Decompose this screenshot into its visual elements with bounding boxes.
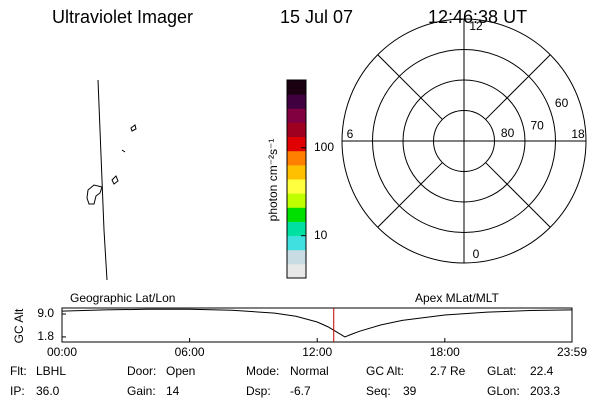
lat-ring-label: 60: [555, 96, 569, 110]
colorbar-band: [287, 193, 306, 208]
y-tick-label: 9.0: [37, 306, 54, 320]
info-value: -6.7: [290, 384, 311, 398]
colorbar-band: [287, 164, 306, 180]
mlt-label: 6: [347, 127, 354, 141]
colorbar-band: [287, 249, 306, 265]
colorbar-band: [287, 108, 306, 123]
altitude-line: [61, 308, 573, 338]
info-label: Seq:: [366, 384, 391, 398]
x-tick-label: 23:59: [557, 345, 587, 359]
info-label: Dsp:: [246, 384, 271, 398]
info-value: Normal: [290, 364, 329, 378]
colorbar-label: photon cm⁻²s⁻¹: [266, 139, 280, 222]
colorbar-band: [287, 136, 306, 152]
time: 12:46:38 UT: [428, 7, 527, 27]
lat-ring-label: 80: [501, 126, 515, 140]
mlt-diagonal: [485, 54, 551, 120]
info-value: 39: [403, 384, 417, 398]
info-value: Open: [166, 364, 195, 378]
colorbar-band: [287, 221, 306, 237]
info-label: GLat:: [487, 364, 516, 378]
x-tick-label: 12:00: [302, 345, 332, 359]
mlt-label: 0: [473, 247, 480, 261]
x-tick-label: 06:00: [175, 345, 205, 359]
info-value: 2.7 Re: [430, 364, 466, 378]
info-label: GC Alt:: [366, 364, 404, 378]
map-coastlines: [86, 79, 137, 281]
colorbar-tick-label: 100: [314, 140, 334, 154]
colorbar-band: [287, 122, 306, 138]
colorbar-band: [287, 263, 306, 279]
info-label: Mode:: [246, 364, 279, 378]
mlt-label: 18: [571, 127, 585, 141]
colorbar-band: [287, 179, 306, 194]
colorbar-band: [287, 235, 306, 251]
date: 15 Jul 07: [280, 7, 353, 27]
info-label: IP:: [10, 384, 25, 398]
info-value: 203.3: [530, 384, 560, 398]
info-label: Door:: [127, 364, 156, 378]
info-label: Flt:: [10, 364, 27, 378]
colorbar-frame: [286, 79, 307, 279]
x-tick-label: 18:00: [430, 345, 460, 359]
y-axis-label: GC Alt: [12, 308, 26, 343]
info-label: Gain:: [127, 384, 156, 398]
x-tick-label: 00:00: [47, 345, 77, 359]
info-value: 14: [166, 384, 180, 398]
y-tick-label: 1.8: [37, 329, 54, 343]
info-value: 22.4: [530, 364, 554, 378]
mlt-diagonal: [377, 162, 443, 228]
colorbar-band: [287, 80, 306, 95]
lat-ring-label: 70: [531, 118, 545, 132]
info-value: LBHL: [36, 364, 66, 378]
mlt-diagonal: [485, 162, 551, 228]
plot-frame: [61, 307, 573, 343]
map-label: Geographic Lat/Lon: [70, 291, 175, 305]
colorbar-tick-label: 10: [314, 228, 328, 242]
info-value: 36.0: [36, 384, 60, 398]
mlt-label: 12: [469, 19, 483, 33]
colorbar-band: [287, 94, 306, 109]
info-label: GLon:: [487, 384, 520, 398]
mlt-diagonal: [377, 54, 443, 120]
title: Ultraviolet Imager: [52, 7, 193, 27]
colorbar-band: [287, 207, 306, 222]
polar-label: Apex MLat/MLT: [415, 291, 499, 305]
colorbar-band: [287, 150, 306, 166]
